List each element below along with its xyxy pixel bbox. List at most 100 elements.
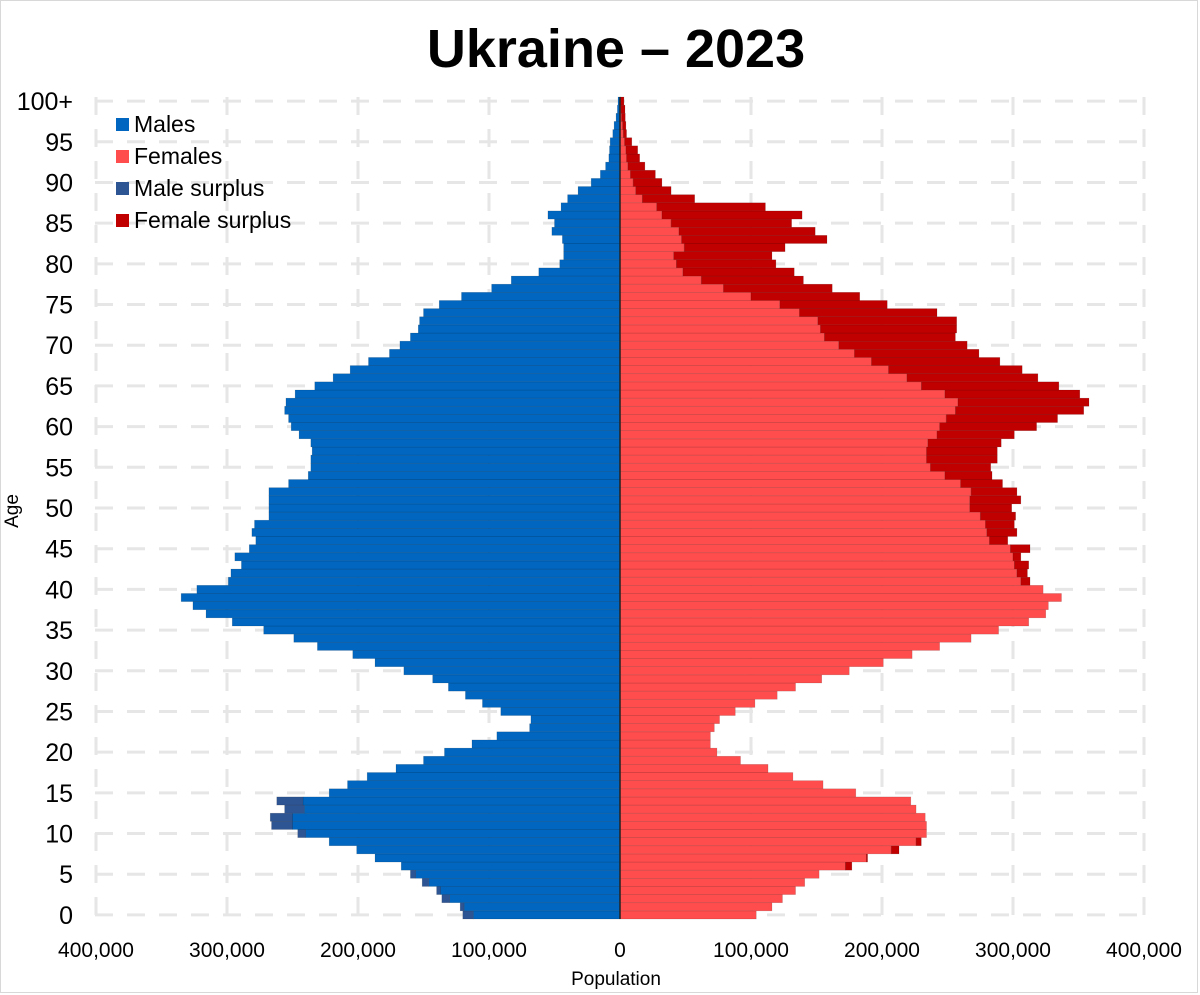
male-bar [444,747,621,757]
legend-item-male-surplus: Male surplus [116,172,291,204]
female-bar [619,853,867,863]
female-surplus-bar [620,104,626,114]
y-axis-title: Age [1,494,23,528]
female-surplus-bar [820,324,957,334]
male-bar [400,861,621,871]
female-bar [619,747,718,757]
y-tick-label: 95 [45,129,73,157]
male-bar [410,332,621,342]
male-bar [612,129,621,138]
male-bar [605,161,621,171]
y-tick-label: 20 [45,739,73,767]
male-bar [423,308,621,318]
female-bar [619,731,711,741]
female-bar [619,430,938,440]
female-bar [619,422,940,431]
male-surplus-bar [436,886,441,895]
female-bar [619,454,927,464]
x-tick-label: 100,000 [713,939,789,962]
female-bar [619,357,872,366]
male-bar [577,186,621,195]
female-bar [619,169,631,179]
female-bar [619,235,682,244]
female-bar [619,902,773,912]
female-bar [619,715,720,724]
y-tick-label: 75 [45,292,73,320]
female-bar [619,405,956,415]
female-bar [619,259,677,269]
male-bar [463,902,621,912]
male-bar [268,511,621,521]
female-bar [619,617,1030,627]
male-bar [403,666,621,676]
y-tick-label: 85 [45,210,73,238]
male-bar [307,471,621,480]
male-bar [294,389,621,399]
x-tick-label: 0 [614,939,626,962]
female-surplus-bar [624,137,633,147]
female-bar [619,576,1022,586]
male-surplus-bar [297,829,306,838]
female-surplus-bar [682,267,795,277]
male-bar [268,495,621,505]
female-surplus-bar [620,96,625,106]
female-surplus-bar [678,226,816,236]
female-bar [619,601,1049,611]
male-bar [374,853,621,863]
female-bar [619,829,927,838]
female-surplus-bar [1010,544,1031,554]
female-bar [619,739,711,749]
bars [180,96,1090,920]
female-bar [619,625,999,635]
female-bar [619,812,926,822]
female-bar [619,658,884,668]
y-tick-label: 5 [59,861,73,889]
male-bar [567,194,621,204]
legend: Males Females Male surplus Female surplu… [116,108,291,236]
male-surplus-bar [421,878,430,887]
female-surplus-bar [845,861,853,871]
y-tick-label: 50 [45,495,73,523]
male-bar [180,593,621,602]
male-bar [440,886,621,895]
female-surplus-bar [936,430,1015,440]
female-bar [619,764,769,773]
male-bar [449,894,621,904]
female-bar [619,194,643,204]
male-bar [192,601,621,611]
female-surplus-bar [625,145,638,155]
female-bar [619,861,846,871]
female-surplus-bar [989,536,1009,545]
female-surplus-bar [627,161,646,171]
x-tick-label: 300,000 [975,939,1051,962]
y-tick-label: 80 [45,251,73,279]
female-bar [619,796,912,806]
female-surplus-bar [930,462,992,472]
female-surplus-bar [926,446,998,456]
female-bar [619,292,752,301]
male-bar [228,576,621,586]
female-bar [619,804,917,814]
male-bar [230,568,621,578]
female-bar [619,348,855,358]
female-bar [619,674,823,684]
female-bar [619,324,821,334]
female-bar [619,389,946,399]
female-bar [619,365,889,375]
male-bar [285,397,621,407]
male-bar [547,210,621,220]
y-tick-label: 65 [45,373,73,401]
female-bar [619,495,971,505]
female-surplus-bar [723,283,833,293]
male-bar [538,267,621,277]
male-bar [263,625,621,635]
male-bar [288,414,621,423]
x-tick-label: 200,000 [320,939,396,962]
female-bar [619,275,702,285]
female-bar [619,650,913,659]
legend-item-males: Males [116,108,291,140]
male-bar [268,503,621,513]
male-bar [472,910,621,920]
female-surplus-bar [957,397,1090,407]
